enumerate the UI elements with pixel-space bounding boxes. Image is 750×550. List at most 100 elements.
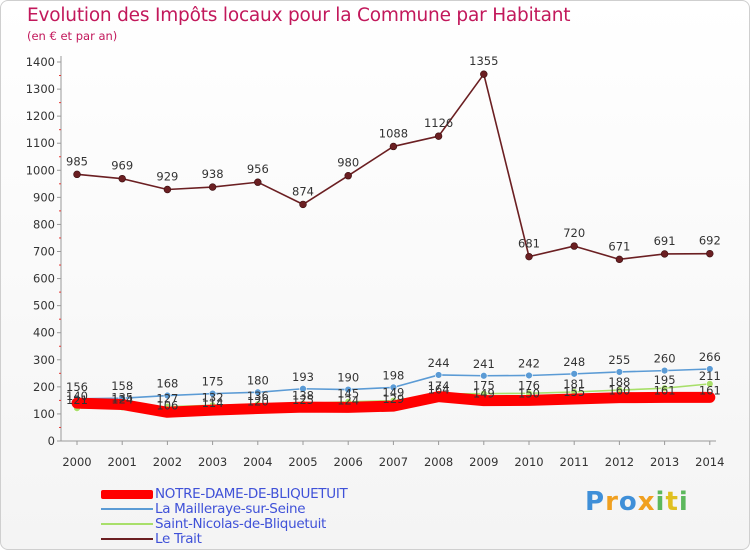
data-label-3: 969 (111, 159, 133, 173)
x-tick-label: 2004 (243, 455, 272, 469)
data-point-3 (660, 250, 669, 258)
data-label-3: 1088 (379, 126, 408, 140)
y-tick-label: 600 (33, 272, 55, 286)
data-label-0: 160 (608, 384, 630, 398)
logo-letter: t (665, 487, 679, 517)
data-label-0: 114 (202, 396, 224, 410)
data-point-1 (208, 389, 217, 398)
data-label-3: 691 (654, 234, 676, 248)
logo-letter: r (605, 487, 619, 517)
data-label-1: 175 (202, 375, 224, 389)
data-label-3: 980 (337, 156, 359, 170)
legend-label-saint-nicolas: Saint-Nicolas-de-Bliquetuit (155, 516, 327, 532)
data-point-3 (163, 185, 172, 194)
data-point-3 (118, 174, 126, 183)
legend-label-notre-dame: NOTRE-DAME-DE-BLIQUETUIT (155, 486, 348, 502)
data-label-3: 671 (608, 239, 630, 253)
proxiti-logo: Proxiti (585, 487, 689, 517)
data-label-2: 124 (111, 392, 133, 406)
chart-subtitle: (en € et par an) (27, 29, 118, 43)
data-label-0: 124 (337, 393, 359, 407)
x-tick-label: 2009 (469, 455, 498, 469)
legend-item-la-mailleraye: La Mailleraye-sur-Seine (101, 502, 401, 517)
x-tick-label: 2014 (695, 455, 724, 469)
logo-letter: i (655, 487, 666, 517)
y-tick-label: 300 (33, 353, 55, 367)
data-label-2: 138 (292, 389, 314, 403)
data-label-2: 188 (608, 375, 630, 389)
legend: NOTRE-DAME-DE-BLIQUETUIT La Mailleraye-s… (101, 487, 401, 547)
data-label-3: 985 (66, 154, 88, 168)
y-tick-label: 0 (48, 434, 55, 448)
data-label-0: 161 (654, 383, 676, 397)
x-tick-label: 2011 (560, 455, 589, 469)
data-point-1 (615, 368, 624, 376)
data-label-3: 956 (247, 162, 269, 176)
data-label-1: 156 (66, 380, 88, 394)
data-label-3: 938 (202, 167, 224, 181)
data-label-1: 158 (111, 379, 133, 393)
data-point-3 (706, 249, 714, 258)
y-tick-label: 100 (33, 407, 55, 421)
x-tick-label: 2000 (62, 455, 91, 469)
logo-letter: o (618, 487, 638, 517)
data-point-1 (660, 366, 669, 375)
data-label-2: 174 (428, 379, 450, 393)
data-label-1: 244 (428, 356, 450, 370)
x-tick-label: 2008 (424, 455, 453, 469)
data-point-1 (163, 391, 172, 400)
data-point-1 (480, 372, 488, 380)
legend-swatch-saint-nicolas (101, 523, 153, 525)
data-label-0: 135 (111, 390, 133, 404)
data-point-1 (570, 370, 578, 378)
data-label-1: 198 (382, 368, 404, 382)
data-label-0: 164 (428, 383, 450, 397)
data-label-1: 255 (608, 353, 630, 367)
data-point-3 (299, 200, 307, 209)
x-tick-label: 2006 (334, 455, 363, 469)
chart-title: Evolution des Impôts locaux pour la Comm… (27, 5, 571, 26)
y-tick-label: 1200 (26, 109, 55, 123)
y-tick-label: 1100 (26, 136, 55, 150)
y-tick-label: 500 (33, 299, 55, 313)
x-tick-label: 2002 (153, 455, 182, 469)
x-tick-label: 2005 (288, 455, 317, 469)
data-label-3: 681 (518, 237, 540, 251)
data-label-2: 181 (563, 377, 585, 391)
data-label-0: 106 (156, 398, 178, 412)
data-label-2: 121 (66, 393, 88, 407)
data-label-3: 929 (156, 170, 178, 184)
data-label-0: 150 (518, 386, 540, 400)
data-label-3: 874 (292, 184, 314, 198)
data-point-3 (615, 255, 624, 264)
data-label-0: 120 (247, 395, 269, 409)
data-label-3: 1355 (469, 54, 498, 68)
legend-swatch-notre-dame (101, 490, 153, 499)
data-point-3 (208, 183, 217, 191)
y-tick-label: 1300 (26, 82, 55, 96)
y-tick-label: 1000 (26, 163, 55, 177)
data-label-1: 180 (247, 373, 269, 387)
legend-item-le-trait: Le Trait (101, 532, 401, 547)
y-tick-label: 200 (33, 380, 55, 394)
data-label-0: 129 (382, 392, 404, 406)
data-point-3 (389, 142, 398, 151)
y-tick-label: 700 (33, 245, 55, 259)
series-line-0 (71, 391, 716, 418)
data-label-3: 1126 (424, 116, 453, 130)
data-label-1: 242 (518, 356, 540, 370)
logo-letter: P (585, 487, 606, 517)
data-label-0: 140 (66, 389, 88, 403)
y-tick-label: 400 (33, 326, 55, 340)
data-point-1 (389, 383, 398, 392)
data-point-1 (254, 388, 262, 396)
data-label-2: 127 (156, 392, 178, 406)
data-label-0: 149 (473, 387, 495, 401)
data-label-2: 195 (654, 373, 676, 387)
data-label-0: 155 (563, 385, 585, 399)
x-tick-label: 2007 (379, 455, 408, 469)
data-label-2: 175 (473, 379, 495, 393)
data-point-2 (660, 384, 669, 392)
data-label-2: 136 (247, 389, 269, 403)
